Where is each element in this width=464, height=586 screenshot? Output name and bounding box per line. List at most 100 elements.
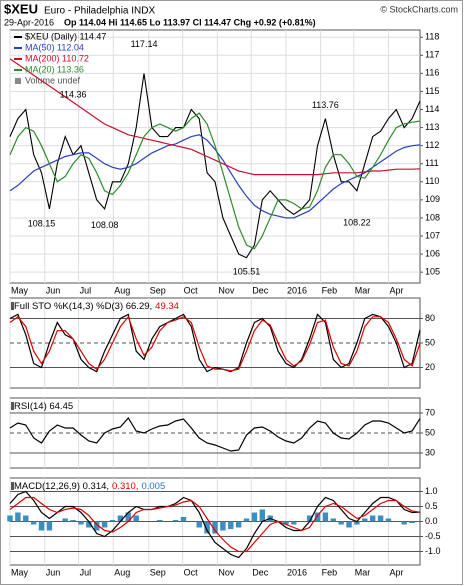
- label-swatch: [11, 482, 14, 490]
- panel-label: RSI(14) 64.45: [14, 401, 73, 412]
- histogram-bar: [306, 515, 313, 522]
- y-tick-label: 50: [425, 427, 435, 437]
- histogram-bar: [243, 518, 250, 522]
- histogram-bar: [283, 521, 289, 525]
- panel-label-part: Full STO %K(14,3) %D(3) 66.29,: [14, 301, 152, 312]
- symbol: $XEU: [4, 1, 38, 16]
- panel-label: Full STO %K(14,3) %D(3) 66.29, 49.34: [14, 301, 179, 312]
- y-tick-label: -0.5: [425, 531, 441, 541]
- y-tick-label: -1.0: [425, 546, 441, 556]
- label-swatch: [11, 402, 14, 410]
- x-tick-label: Jun: [46, 285, 61, 295]
- legend-entry: $XEU (Daily) 114.47: [25, 31, 106, 41]
- panel-label-part: MACD(12,26,9) 0.314,: [14, 481, 109, 492]
- y-tick-label: 113: [425, 122, 439, 132]
- x-tick-label: Jul: [80, 285, 92, 295]
- histogram-bar: [346, 521, 352, 528]
- x-tick-label: Feb: [322, 567, 338, 577]
- x-tick-label: Jul: [80, 567, 92, 577]
- histogram-bar: [30, 521, 37, 525]
- histogram-bar: [259, 509, 266, 522]
- annotation: 105.51: [233, 266, 261, 276]
- index-name: Euro - Philadelphia INDX: [44, 6, 155, 17]
- histogram-bar: [86, 521, 92, 528]
- histogram-bar: [228, 521, 234, 529]
- y-tick-label: 80: [425, 313, 435, 323]
- histogram-bar: [109, 520, 116, 522]
- legend-entry: MA(50) 112.04: [25, 42, 84, 52]
- histogram-bar: [362, 518, 368, 522]
- histogram-bar: [385, 518, 392, 522]
- annotation: 113.76: [312, 100, 339, 110]
- legend-entry: Volume undef: [25, 75, 81, 85]
- annotation: 108.08: [91, 220, 119, 230]
- histogram-bar: [220, 521, 226, 531]
- label-swatch: [11, 302, 14, 310]
- x-tick-label: 2016: [287, 285, 307, 295]
- histogram-bar: [338, 521, 344, 525]
- panel-label-part: 0.005: [141, 481, 165, 492]
- histogram-bar: [7, 515, 13, 522]
- histogram-bar: [157, 520, 163, 522]
- x-tick-label: Feb: [322, 285, 338, 295]
- series-line: [9, 112, 421, 250]
- annotation: 114.36: [60, 89, 87, 99]
- annotation: 108.22: [343, 217, 371, 227]
- histogram-bar: [235, 521, 242, 528]
- histogram-bar: [369, 515, 376, 522]
- histogram-bar: [172, 520, 179, 522]
- histogram-bar: [78, 521, 84, 525]
- x-tick-label: Aug: [114, 567, 130, 577]
- series-line: [9, 73, 421, 259]
- legend-entry: MA(200) 110.72: [25, 53, 89, 63]
- histogram-bar: [401, 521, 407, 525]
- histogram-bar: [125, 512, 131, 522]
- histogram-bar: [204, 521, 210, 534]
- panel-label-part: 0.310,: [112, 481, 138, 492]
- y-tick-label: 109: [425, 194, 440, 204]
- y-tick-label: 115: [425, 86, 439, 96]
- x-tick-label: Sep: [150, 285, 166, 295]
- x-tick-label: Oct: [184, 285, 199, 295]
- histogram-bar: [354, 521, 360, 525]
- legend-swatch: [15, 78, 21, 84]
- y-tick-label: 30: [425, 447, 435, 457]
- y-tick-label: 50: [425, 337, 435, 347]
- histogram-bar: [15, 512, 21, 522]
- y-tick-label: 106: [425, 248, 440, 258]
- annotation: 117.14: [131, 39, 158, 49]
- series-line: [9, 134, 421, 219]
- x-tick-label: May: [11, 285, 29, 295]
- y-tick-label: 111: [425, 158, 439, 168]
- series-line: [9, 490, 421, 559]
- x-tick-label: Apr: [389, 285, 403, 295]
- panel-label-part: 49.34: [155, 301, 179, 312]
- x-tick-label: Sep: [150, 567, 166, 577]
- histogram-bar: [196, 521, 202, 528]
- histogram-bar: [212, 521, 218, 534]
- y-tick-label: 20: [425, 362, 435, 372]
- x-tick-label: Nov: [218, 567, 235, 577]
- source: © StockCharts.com: [380, 4, 458, 14]
- legend-entry: MA(20) 113.36: [25, 64, 84, 74]
- y-tick-label: 108: [425, 212, 440, 222]
- y-tick-label: 118: [425, 32, 439, 42]
- y-tick-label: 110: [425, 176, 439, 186]
- histogram-bar: [409, 521, 415, 523]
- y-tick-label: 70: [425, 407, 435, 417]
- y-tick-label: 0.0: [425, 516, 438, 526]
- histogram-bar: [314, 512, 321, 522]
- series-line: [9, 416, 421, 452]
- panel-label-part: RSI(14) 64.45: [14, 401, 73, 412]
- histogram-bar: [101, 521, 108, 528]
- x-tick-label: Dec: [252, 285, 269, 295]
- x-tick-label: Jun: [46, 567, 61, 577]
- y-tick-label: 1.0: [425, 486, 438, 496]
- histogram-bar: [377, 515, 384, 522]
- x-tick-label: Mar: [355, 567, 371, 577]
- date: 29-Apr-2016: [4, 17, 54, 27]
- histogram-bar: [94, 521, 100, 531]
- x-tick-label: May: [11, 567, 29, 577]
- histogram-bar: [133, 515, 139, 522]
